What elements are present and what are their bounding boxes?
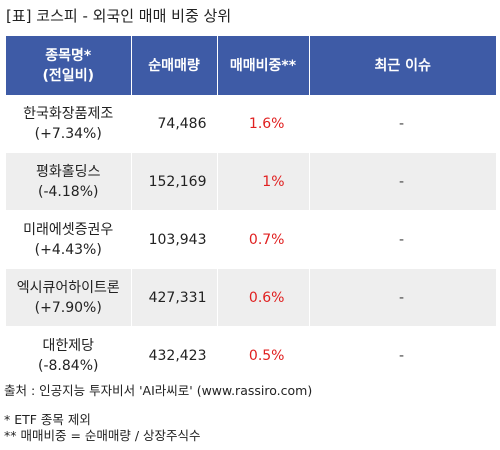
header-stock-name: 종목명* (전일비) (6, 36, 131, 95)
stock-change: (-8.84%) (38, 357, 99, 374)
stock-name: 대한제당 (42, 337, 95, 354)
table-row: 한국화장품제조 (+7.34%) 74,486 1.6% - (6, 95, 496, 153)
trade-ratio-cell: 1.6% (216, 95, 309, 153)
header-recent-issue: 최근 이슈 (308, 36, 496, 95)
table-row: 평화홀딩스 (-4.18%) 152,169 1% - (6, 152, 496, 211)
footnote-ratio-definition: ** 매매비중 = 순매매량 / 상장주식수 (4, 428, 201, 443)
header-trade-ratio: 매매비중** (216, 36, 309, 95)
table-header-row: 종목명* (전일비) 순매매량 매매비중** 최근 이슈 (6, 36, 496, 95)
stock-name: 한국화장품제조 (23, 105, 114, 122)
table-row: 미래에셋증권우 (+4.43%) 103,943 0.7% - (6, 210, 496, 269)
net-volume-cell: 427,331 (130, 268, 217, 327)
stock-name: 미래에셋증권우 (23, 221, 114, 238)
source-note: 출처 : 인공지능 투자비서 'AI라씨로' (www.rassiro.com) (4, 383, 313, 398)
trade-ratio-cell: 1% (216, 152, 309, 211)
stock-change: (-4.18%) (38, 183, 99, 200)
recent-issue-cell: - (308, 268, 496, 327)
stock-name-cell: 평화홀딩스 (-4.18%) (6, 152, 131, 211)
net-volume-cell: 74,486 (130, 95, 217, 153)
trade-ratio-cell: 0.5% (216, 326, 309, 385)
stock-name: 평화홀딩스 (36, 163, 101, 180)
stock-change: (+7.90%) (34, 299, 102, 316)
stock-change: (+7.34%) (34, 125, 102, 142)
stock-name: 엑시큐어하이트론 (16, 279, 120, 296)
net-volume-cell: 103,943 (130, 210, 217, 269)
net-volume-cell: 152,169 (130, 152, 217, 211)
trade-ratio-cell: 0.6% (216, 268, 309, 327)
recent-issue-cell: - (308, 95, 496, 153)
net-volume-cell: 432,423 (130, 326, 217, 385)
header-stock-name-line2: (전일비) (42, 67, 94, 84)
footnote-etf: * ETF 종목 제외 (4, 412, 91, 427)
table-row: 대한제당 (-8.84%) 432,423 0.5% - (6, 326, 496, 385)
stock-name-cell: 대한제당 (-8.84%) (6, 326, 131, 385)
page-title: [표] 코스피 - 외국인 매매 비중 상위 (6, 7, 232, 25)
table-row: 엑시큐어하이트론 (+7.90%) 427,331 0.6% - (6, 268, 496, 327)
recent-issue-cell: - (308, 152, 496, 211)
stock-name-cell: 미래에셋증권우 (+4.43%) (6, 210, 131, 269)
header-net-volume: 순매매량 (130, 36, 217, 95)
trade-ratio-cell: 0.7% (216, 210, 309, 269)
recent-issue-cell: - (308, 326, 496, 385)
stock-name-cell: 한국화장품제조 (+7.34%) (6, 95, 131, 153)
recent-issue-cell: - (308, 210, 496, 269)
stock-name-cell: 엑시큐어하이트론 (+7.90%) (6, 268, 131, 327)
header-stock-name-line1: 종목명* (45, 47, 92, 64)
stock-change: (+4.43%) (34, 241, 102, 258)
foreign-trade-table: 종목명* (전일비) 순매매량 매매비중** 최근 이슈 한국화장품제조 (+7… (6, 36, 496, 385)
